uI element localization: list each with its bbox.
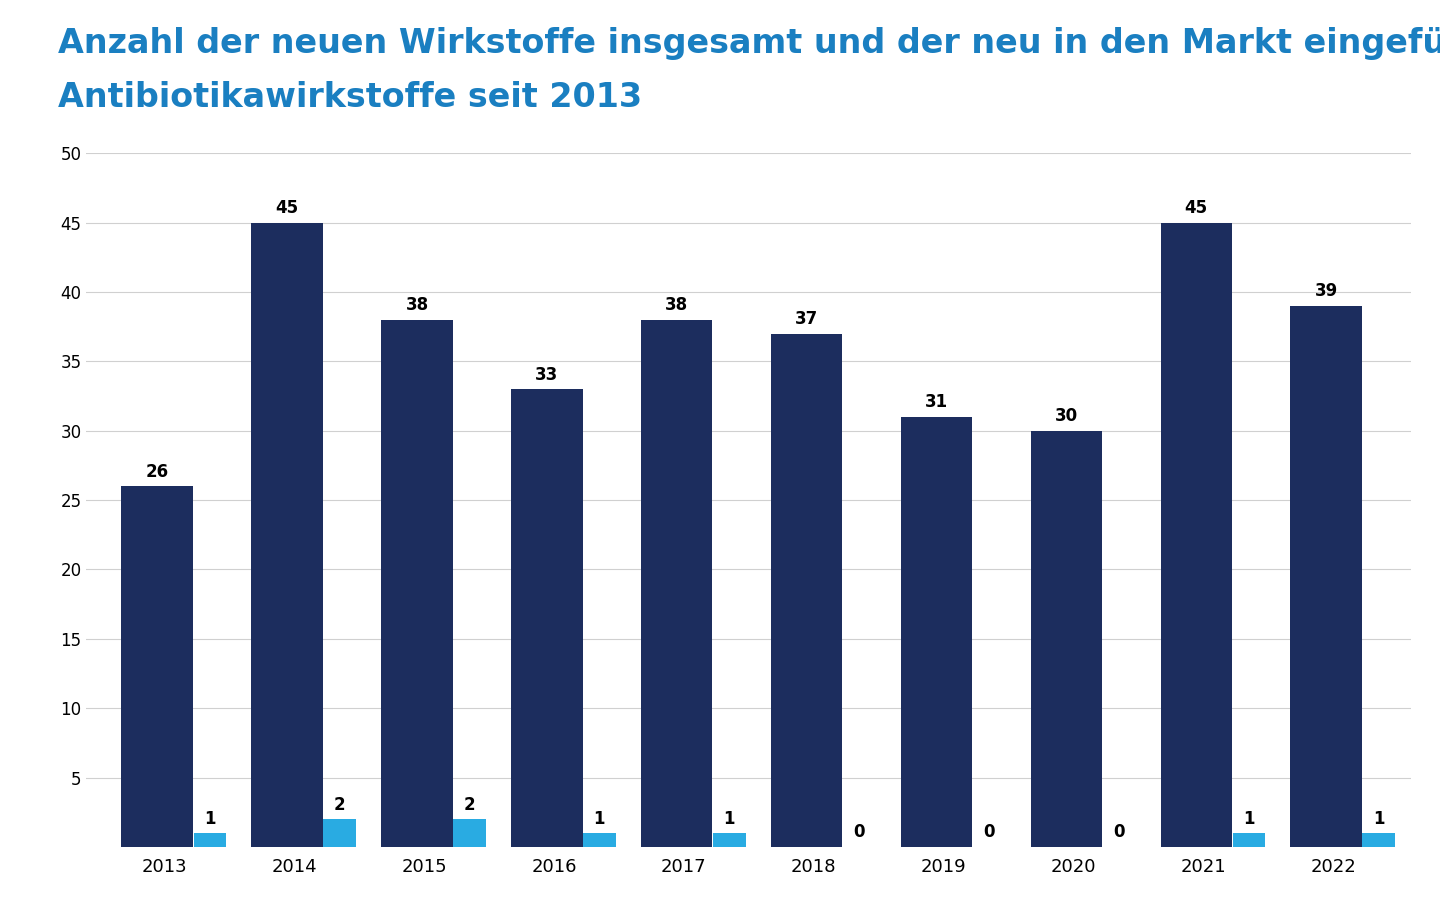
Text: 26: 26: [145, 462, 168, 480]
Bar: [770, 333, 842, 847]
Text: 0: 0: [984, 824, 995, 842]
Text: 1: 1: [723, 809, 734, 827]
Text: 45: 45: [275, 199, 298, 217]
Bar: [713, 833, 746, 847]
Bar: [583, 833, 616, 847]
Text: 45: 45: [1185, 199, 1208, 217]
Text: 0: 0: [854, 824, 865, 842]
Bar: [324, 819, 356, 847]
Bar: [1362, 833, 1395, 847]
Text: 1: 1: [1372, 809, 1384, 827]
Text: 2: 2: [464, 796, 475, 814]
Bar: [641, 320, 713, 847]
Text: 1: 1: [204, 809, 216, 827]
Text: 39: 39: [1315, 282, 1338, 300]
Text: 37: 37: [795, 310, 818, 328]
Bar: [252, 223, 323, 847]
Text: Antibiotikawirkstoffe seit 2013: Antibiotikawirkstoffe seit 2013: [58, 81, 642, 114]
Bar: [511, 389, 583, 847]
Bar: [454, 819, 485, 847]
Bar: [1233, 833, 1266, 847]
Bar: [901, 417, 972, 847]
Text: 38: 38: [406, 296, 429, 314]
Text: 1: 1: [593, 809, 605, 827]
Bar: [1031, 431, 1102, 847]
Text: 2: 2: [334, 796, 346, 814]
Bar: [382, 320, 452, 847]
Text: Anzahl der neuen Wirkstoffe insgesamt und der neu in den Markt eingeführten: Anzahl der neuen Wirkstoffe insgesamt un…: [58, 27, 1440, 60]
Text: 30: 30: [1054, 407, 1079, 425]
Text: 33: 33: [536, 366, 559, 384]
Text: 0: 0: [1113, 824, 1125, 842]
Text: 1: 1: [1243, 809, 1254, 827]
Text: 38: 38: [665, 296, 688, 314]
Bar: [193, 833, 226, 847]
Text: 31: 31: [924, 393, 948, 411]
Bar: [121, 487, 193, 847]
Bar: [1290, 305, 1362, 847]
Bar: [1161, 223, 1233, 847]
